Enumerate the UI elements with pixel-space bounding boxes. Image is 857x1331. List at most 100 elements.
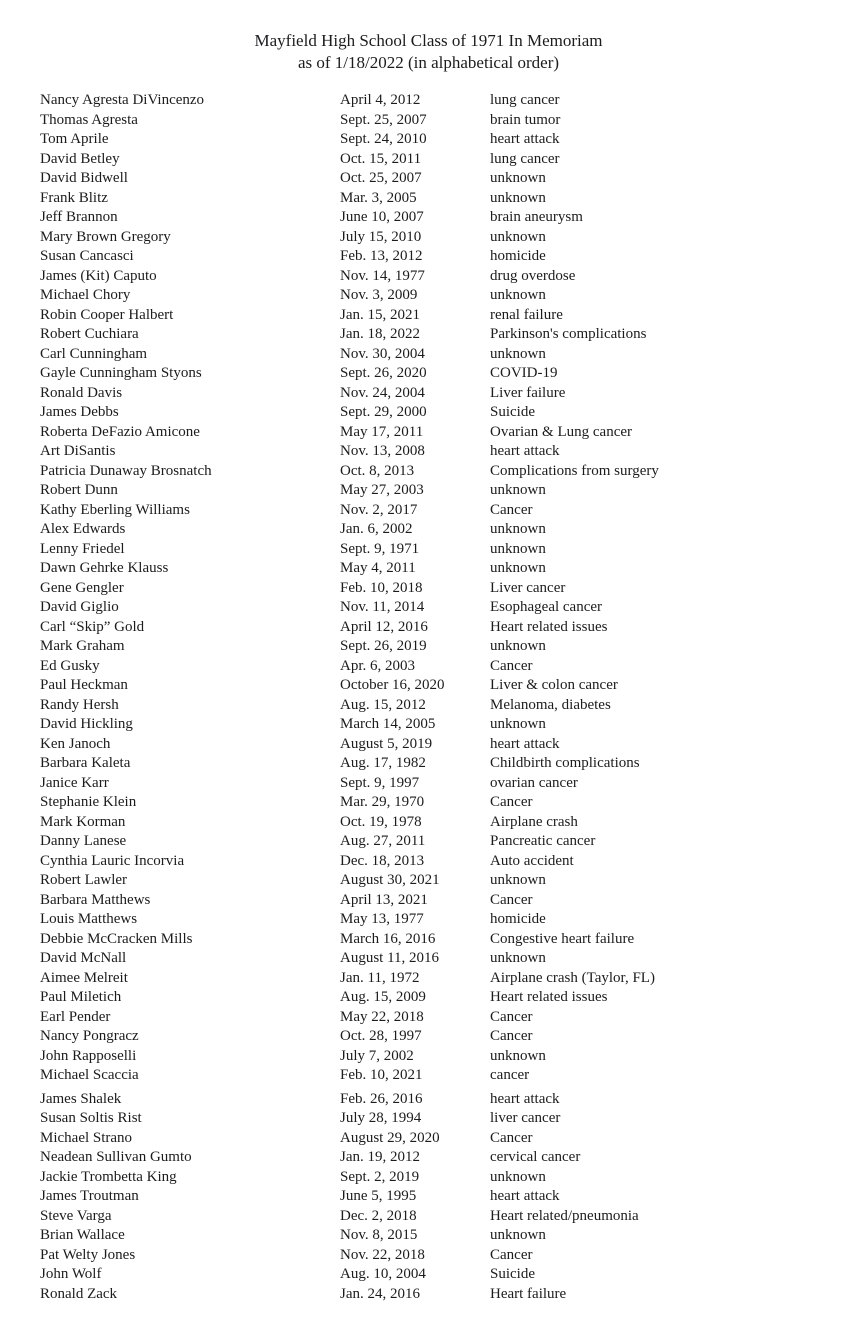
memoriam-row: Aimee Melreit Jan. 11, 1972 Airplane cra… bbox=[40, 969, 797, 989]
person-name: David Giglio bbox=[40, 599, 119, 615]
person-name: Neadean Sullivan Gumto bbox=[40, 1149, 192, 1165]
death-cause: Suicide bbox=[490, 404, 535, 420]
memoriam-row: Mark Korman Oct. 19, 1978 Airplane crash bbox=[40, 813, 797, 833]
death-date: Nov. 30, 2004 bbox=[340, 345, 425, 362]
memoriam-row: Louis Matthews May 13, 1977 homicide bbox=[40, 910, 797, 930]
memoriam-row: Danny Lanese Aug. 27, 2011 Pancreatic ca… bbox=[40, 832, 797, 852]
memoriam-row: Roberta DeFazio Amicone May 17, 2011 Ova… bbox=[40, 423, 797, 443]
person-name: John Rapposelli bbox=[40, 1047, 137, 1064]
memoriam-row: Stephanie Klein Mar. 29, 1970 Cancer bbox=[40, 793, 797, 813]
memoriam-row: Lenny Friedel Sept. 9, 1971 unknown bbox=[40, 540, 797, 560]
death-cause: unknown bbox=[490, 228, 546, 245]
memoriam-row: Art DiSantis Nov. 13, 2008 heart attack bbox=[40, 442, 797, 462]
memoriam-row: Brian Wallace Nov. 8, 2015 unknown bbox=[40, 1226, 797, 1246]
death-date: Nov. 13, 2008 bbox=[340, 443, 425, 459]
death-cause: unknown bbox=[490, 872, 546, 888]
death-cause: unknown bbox=[490, 950, 546, 966]
death-cause: homicide bbox=[490, 248, 546, 264]
death-cause: Liver cancer bbox=[490, 579, 566, 596]
death-date: April 13, 2021 bbox=[340, 891, 428, 908]
person-name: Carl “Skip” Gold bbox=[40, 618, 145, 635]
death-cause: unknown bbox=[490, 521, 546, 537]
death-cause: Cancer bbox=[490, 1028, 533, 1044]
person-name: Lenny Friedel bbox=[40, 540, 125, 557]
memoriam-row: Robert Dunn May 27, 2003 unknown bbox=[40, 481, 797, 501]
death-date: May 22, 2018 bbox=[340, 1008, 424, 1025]
death-date: Aug. 15, 2009 bbox=[340, 989, 426, 1005]
death-date: Nov. 8, 2015 bbox=[340, 1227, 418, 1243]
death-date: Feb. 10, 2021 bbox=[340, 1067, 423, 1083]
person-name: Susan Cancasci bbox=[40, 248, 134, 264]
death-cause: brain aneurysm bbox=[490, 209, 583, 225]
person-name: Michael Scaccia bbox=[40, 1067, 139, 1083]
person-name: Jeff Brannon bbox=[40, 209, 118, 225]
death-date: April 12, 2016 bbox=[340, 618, 428, 635]
death-date: Dec. 18, 2013 bbox=[340, 852, 425, 869]
death-date: August 29, 2020 bbox=[340, 1129, 440, 1146]
person-name: Jackie Trombetta King bbox=[40, 1168, 177, 1185]
death-cause: Parkinson's complications bbox=[490, 326, 647, 342]
death-date: Nov. 24, 2004 bbox=[340, 384, 425, 401]
memoriam-row: Thomas Agresta Sept. 25, 2007 brain tumo… bbox=[40, 111, 797, 131]
memoriam-row: David Bidwell Oct. 25, 2007 unknown bbox=[40, 169, 797, 189]
death-date: Sept. 2, 2019 bbox=[340, 1168, 420, 1185]
death-date: Sept. 9, 1971 bbox=[340, 540, 420, 557]
death-date: Nov. 2, 2017 bbox=[340, 501, 418, 518]
memoriam-row: Barbara Kaleta Aug. 17, 1982 Childbirth … bbox=[40, 754, 797, 774]
death-cause: unknown bbox=[490, 638, 546, 654]
memoriam-row: Debbie McCracken Mills March 16, 2016 Co… bbox=[40, 930, 797, 950]
person-name: Gayle Cunningham Styons bbox=[40, 365, 202, 381]
death-date: May 27, 2003 bbox=[340, 482, 424, 498]
document-header: Mayfield High School Class of 1971 In Me… bbox=[0, 0, 857, 74]
death-date: Sept. 29, 2000 bbox=[340, 404, 427, 420]
death-date: Dec. 2, 2018 bbox=[340, 1207, 417, 1224]
memoriam-row: John Wolf Aug. 10, 2004 Suicide bbox=[40, 1265, 797, 1285]
death-date: July 15, 2010 bbox=[340, 228, 422, 245]
death-date: Oct. 25, 2007 bbox=[340, 170, 422, 186]
memoriam-list: Nancy Agresta DiVincenzo April 4, 2012 l… bbox=[0, 91, 857, 1304]
memoriam-row: Ken Janoch August 5, 2019 heart attack bbox=[40, 735, 797, 755]
memoriam-row: Michael Scaccia Feb. 10, 2021 cancer bbox=[40, 1066, 797, 1086]
memoriam-row: Barbara Matthews April 13, 2021 Cancer bbox=[40, 891, 797, 911]
person-name: Frank Blitz bbox=[40, 189, 108, 206]
death-date: July 7, 2002 bbox=[340, 1047, 414, 1064]
death-date: July 28, 1994 bbox=[340, 1110, 422, 1126]
death-cause: heart attack bbox=[490, 131, 560, 147]
death-cause: Heart failure bbox=[490, 1285, 567, 1302]
memoriam-row: James Debbs Sept. 29, 2000 Suicide bbox=[40, 403, 797, 423]
person-name: David McNall bbox=[40, 950, 127, 966]
memoriam-row: Jackie Trombetta King Sept. 2, 2019 unkn… bbox=[40, 1168, 797, 1188]
death-date: Sept. 26, 2019 bbox=[340, 638, 427, 654]
memoriam-row: James Shalek Feb. 26, 2016 heart attack bbox=[40, 1090, 797, 1110]
memoriam-row: Tom Aprile Sept. 24, 2010 heart attack bbox=[40, 130, 797, 150]
death-cause: unknown bbox=[490, 560, 546, 576]
death-cause: Heart related issues bbox=[490, 989, 608, 1005]
memoriam-row: Robert Lawler August 30, 2021 unknown bbox=[40, 871, 797, 891]
death-cause: unknown bbox=[490, 189, 546, 206]
memoriam-row: Randy Hersh Aug. 15, 2012 Melanoma, diab… bbox=[40, 696, 797, 716]
person-name: Roberta DeFazio Amicone bbox=[40, 423, 200, 440]
death-date: Jan. 19, 2012 bbox=[340, 1149, 420, 1165]
death-date: Sept. 25, 2007 bbox=[340, 111, 427, 128]
person-name: Patricia Dunaway Brosnatch bbox=[40, 462, 212, 479]
memoriam-row: Carl Cunningham Nov. 30, 2004 unknown bbox=[40, 345, 797, 365]
memoriam-row: Paul Heckman October 16, 2020 Liver & co… bbox=[40, 676, 797, 696]
death-date: Nov. 11, 2014 bbox=[340, 599, 425, 615]
death-date: Jan. 18, 2022 bbox=[340, 326, 420, 342]
death-date: Mar. 29, 1970 bbox=[340, 794, 425, 810]
death-date: Oct. 28, 1997 bbox=[340, 1028, 422, 1044]
person-name: Thomas Agresta bbox=[40, 111, 138, 128]
death-date: Nov. 3, 2009 bbox=[340, 287, 418, 303]
death-date: Apr. 6, 2003 bbox=[340, 657, 415, 674]
memoriam-row: Robert Cuchiara Jan. 18, 2022 Parkinson'… bbox=[40, 325, 797, 345]
person-name: Paul Miletich bbox=[40, 989, 122, 1005]
memoriam-row: James Troutman June 5, 1995 heart attack bbox=[40, 1187, 797, 1207]
death-cause: lung cancer bbox=[490, 150, 560, 167]
person-name: Cynthia Lauric Incorvia bbox=[40, 852, 185, 869]
memoriam-row: David Hickling March 14, 2005 unknown bbox=[40, 715, 797, 735]
person-name: John Wolf bbox=[40, 1266, 102, 1282]
death-cause: unknown bbox=[490, 540, 546, 557]
memoriam-row: Patricia Dunaway Brosnatch Oct. 8, 2013 … bbox=[40, 462, 797, 482]
memoriam-row: James (Kit) Caputo Nov. 14, 1977 drug ov… bbox=[40, 267, 797, 287]
